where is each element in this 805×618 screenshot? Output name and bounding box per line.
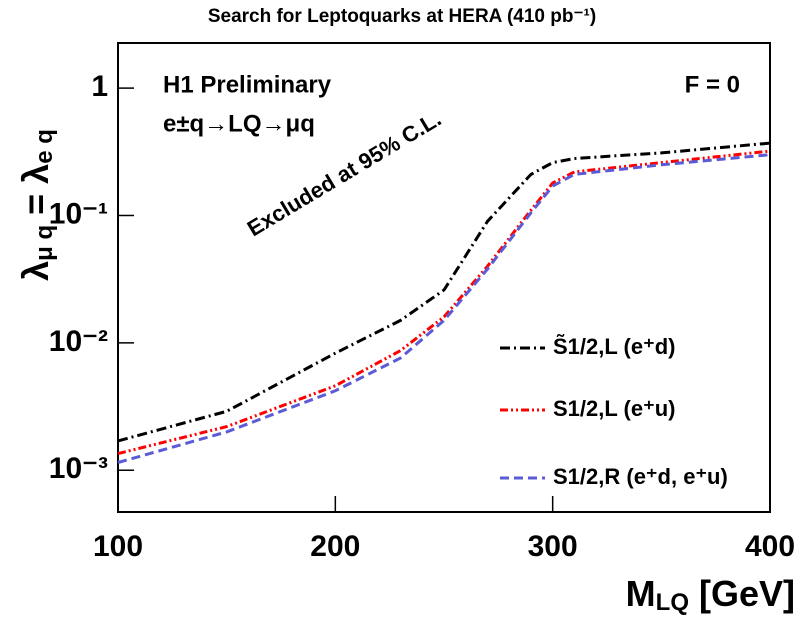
y-label-sub: μ q (31, 225, 58, 261)
y-tick-label: 10⁻¹ (49, 197, 108, 230)
series-line (117, 141, 771, 443)
annotation: e±q→LQ→μq (163, 110, 315, 137)
x-label-sub: LQ (656, 589, 689, 616)
legend-label: S̃1/2,L (e⁺d) (553, 334, 675, 359)
legend-label: S1/2,L (e⁺u) (553, 396, 675, 421)
plot-frame (117, 42, 771, 513)
annotation: F = 0 (685, 71, 740, 98)
x-label-unit: [GeV] (689, 573, 795, 614)
x-axis-label: MLQ [GeV] (626, 573, 795, 617)
y-tick-label: 1 (91, 70, 108, 103)
x-tick-label: 100 (93, 530, 143, 563)
x-tick-label: 200 (310, 530, 360, 563)
x-label-main: M (626, 573, 656, 614)
y-label-mid: = λ (15, 164, 56, 225)
y-tick-label: 10⁻² (49, 325, 108, 358)
series-line (117, 149, 771, 456)
x-tick-label: 400 (745, 530, 795, 563)
y-label-main: λ (15, 261, 56, 281)
chart-title: Search for Leptoquarks at HERA (410 pb⁻¹… (208, 6, 596, 27)
y-axis-label: λμ q = λe q (15, 129, 59, 281)
series-line (117, 153, 771, 464)
legend-label: S1/2,R (e⁺d, e⁺u) (553, 464, 728, 489)
y-label-sub: e q (31, 129, 58, 164)
annotation: H1 Preliminary (163, 71, 332, 98)
y-tick-label: 10⁻³ (49, 452, 108, 485)
x-tick-label: 300 (528, 530, 578, 563)
